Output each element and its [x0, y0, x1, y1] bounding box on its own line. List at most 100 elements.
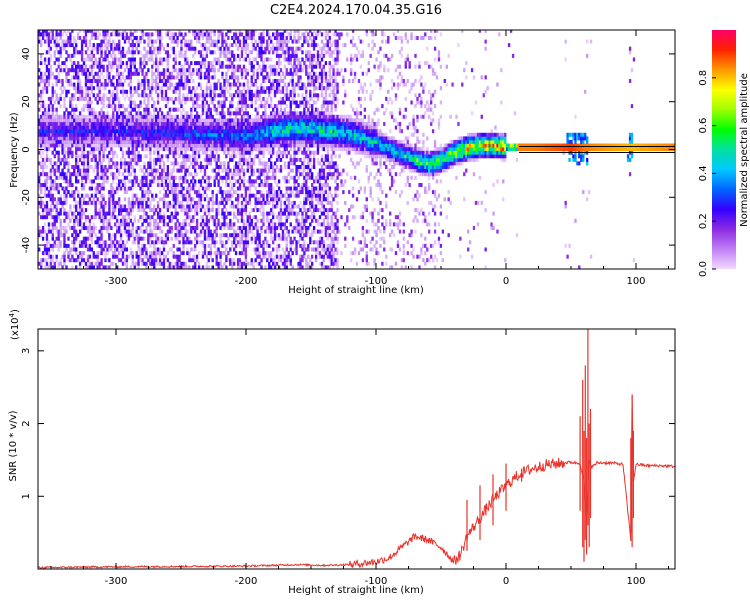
heatmap-cell: [147, 233, 150, 238]
heatmap-cell: [45, 261, 49, 266]
heatmap-cell: [158, 79, 162, 83]
heatmap-cell: [244, 132, 248, 137]
heatmap-cell: [172, 175, 175, 180]
heatmap-cell: [106, 125, 109, 130]
heatmap-cell: [104, 218, 107, 223]
heatmap-cell: [158, 190, 162, 195]
heatmap-cell: [94, 129, 97, 134]
heatmap-cell: [248, 89, 251, 94]
heatmap-cell: [100, 96, 103, 101]
heatmap-cell: [273, 161, 277, 166]
heatmap-cell: [225, 46, 228, 51]
heatmap-cell: [178, 86, 181, 91]
heatmap-cell: [53, 240, 56, 245]
heatmap-cell: [164, 154, 168, 159]
heatmap-cell: [182, 136, 185, 141]
heatmap-cell: [250, 36, 253, 40]
heatmap-cell: [215, 122, 218, 126]
heatmap-cell: [155, 86, 158, 91]
heatmap-cell: [182, 154, 185, 159]
heatmap-cell: [57, 32, 60, 37]
heatmap-cell: [65, 150, 68, 155]
heatmap-cell: [151, 132, 154, 137]
heatmap-cell: [219, 233, 222, 238]
heatmap-cell: [40, 261, 43, 266]
heatmap-cell: [45, 86, 49, 91]
heatmap-cell: [197, 136, 201, 141]
heatmap-cell: [92, 222, 95, 227]
heatmap-cell: [244, 208, 248, 213]
heatmap-cell: [153, 197, 156, 202]
heatmap-cell: [129, 150, 133, 155]
heatmap-cell: [133, 122, 136, 126]
heatmap-cell: [223, 89, 226, 94]
heatmap-cell: [158, 71, 162, 76]
heatmap-cell: [118, 200, 121, 205]
heatmap-cell: [199, 208, 203, 213]
heatmap-cell: [254, 46, 257, 51]
heatmap-cell: [197, 200, 201, 205]
heatmap-cell: [205, 222, 209, 227]
heatmap-cell: [172, 197, 175, 202]
heatmap-cell: [118, 243, 121, 248]
heatmap-cell: [240, 46, 244, 51]
heatmap-cell: [75, 179, 78, 184]
heatmap-cell: [246, 218, 249, 223]
heatmap-cell: [123, 215, 127, 220]
heatmap-cell: [53, 114, 56, 119]
heatmap-cell: [114, 136, 117, 141]
heatmap-cell: [242, 118, 246, 123]
heatmap-cell: [100, 251, 103, 256]
heatmap-cell: [176, 186, 179, 191]
heatmap-cell: [260, 50, 263, 55]
heatmap-cell: [40, 118, 43, 123]
heatmap-cell: [240, 125, 244, 130]
heatmap-cell: [201, 147, 205, 152]
heatmap-cell: [112, 125, 115, 130]
heatmap-cell: [166, 57, 170, 62]
heatmap-cell: [158, 43, 162, 48]
heatmap-cell: [129, 111, 133, 116]
heatmap-cell: [268, 57, 271, 62]
heatmap-cell: [129, 179, 133, 184]
heatmap-cell: [205, 122, 209, 126]
heatmap-cell: [43, 122, 47, 126]
heatmap-cell: [229, 179, 232, 184]
heatmap-cell: [65, 197, 68, 202]
heatmap-cell: [254, 258, 257, 263]
heatmap-cell: [162, 136, 166, 141]
heatmap-cell: [110, 226, 113, 230]
heatmap-cell: [192, 122, 195, 126]
heatmap-cell: [133, 200, 136, 205]
heatmap-cell: [51, 265, 54, 269]
heatmap-cell: [108, 139, 111, 144]
heatmap-cell: [116, 111, 119, 116]
heatmap-cell: [47, 75, 51, 80]
heatmap-cell: [77, 200, 80, 205]
heatmap-cell: [63, 200, 66, 205]
heatmap-cell: [100, 125, 103, 130]
heatmap-cell: [188, 139, 191, 144]
heatmap-cell: [92, 75, 95, 80]
heatmap-cell: [47, 43, 51, 48]
heatmap-cell: [153, 104, 156, 109]
heatmap-cell: [116, 240, 119, 245]
heatmap-cell: [186, 186, 189, 191]
heatmap-cell: [244, 71, 248, 76]
heatmap-cell: [139, 226, 142, 230]
heatmap-cell: [211, 197, 214, 202]
heatmap-cell: [236, 107, 240, 112]
heatmap-cell: [69, 208, 72, 213]
heatmap-cell: [166, 147, 170, 152]
heatmap-cell: [221, 75, 224, 80]
heatmap-cell: [114, 118, 117, 123]
heatmap-cell: [43, 265, 47, 269]
heatmap-cell: [203, 71, 207, 76]
heatmap-cell: [168, 132, 172, 137]
heatmap-cell: [127, 186, 131, 191]
heatmap-cell: [209, 86, 212, 91]
heatmap-cell: [51, 111, 54, 116]
heatmap-cell: [49, 36, 53, 40]
heatmap-cell: [114, 222, 117, 227]
heatmap-cell: [272, 111, 275, 116]
